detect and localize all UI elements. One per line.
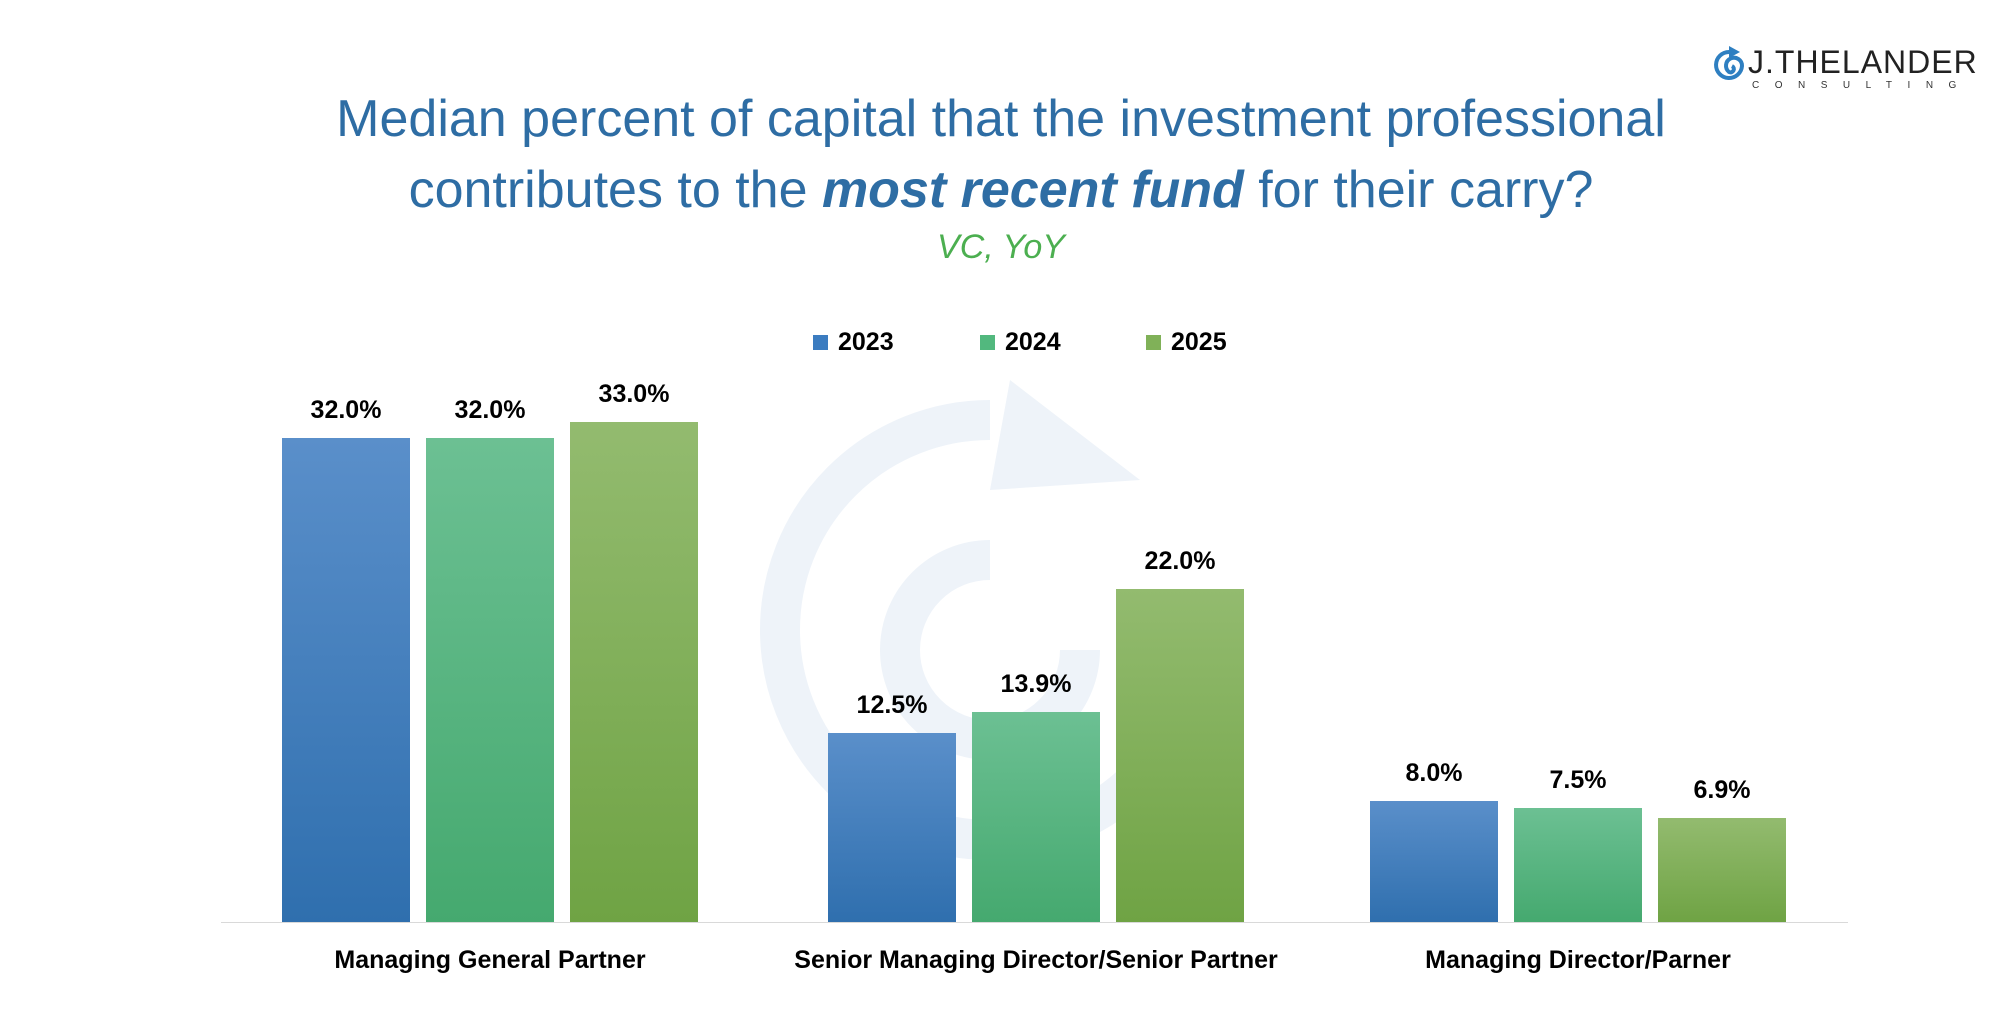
legend-swatch [1146,335,1161,350]
bar-2023-2 [1370,800,1498,922]
bar-2023-0 [282,437,410,922]
legend-swatch [980,335,995,350]
legend-item-2025: 2025 [1146,328,1227,357]
chart-subtitle: VC, YoY [937,228,1065,266]
category-label: Senior Managing Director/Senior Partner [794,946,1278,974]
chart-title-line1: Median percent of capital that the inves… [336,90,1666,148]
chart-title-line2: contributes to the most recent fund for … [0,155,2002,225]
data-label: 8.0% [1405,758,1463,787]
title-emphasis: most recent fund [821,161,1244,219]
title-text: for their carry? [1243,161,1594,219]
legend-label: 2023 [838,328,894,356]
bar-2025-0 [570,422,698,922]
legend-item-2024: 2024 [980,328,1061,357]
logo-tagline: CONSULTING [1752,80,1972,91]
bar-2024-1 [972,711,1100,922]
bar-2024-2 [1514,808,1642,922]
bar-2025-1 [1116,588,1244,922]
legend-item-2023: 2023 [813,328,894,357]
company-logo: J.THELANDER CONSULTING [1712,44,1977,93]
bar-2025-2 [1658,817,1786,922]
data-label: 22.0% [1144,546,1216,575]
data-label: 12.5% [856,690,928,719]
data-label: 32.0% [310,395,382,424]
legend-label: 2024 [1005,328,1061,356]
data-label: 7.5% [1549,766,1607,795]
data-label: 6.9% [1693,775,1751,804]
data-label: 32.0% [454,395,526,424]
legend-swatch [813,335,828,350]
data-label: 33.0% [598,380,670,409]
data-label: 13.9% [1000,669,1072,698]
category-label: Managing General Partner [334,946,646,974]
logo-name: J.THELANDER [1748,44,1978,80]
bar-2024-0 [426,437,554,922]
bar-2023-1 [828,732,956,922]
spiral-logo-icon [1714,46,1745,80]
title-text: contributes to the [408,161,822,219]
category-label: Managing Director/Parner [1425,946,1731,974]
x-axis-line [221,922,1848,923]
legend-label: 2025 [1171,328,1227,356]
